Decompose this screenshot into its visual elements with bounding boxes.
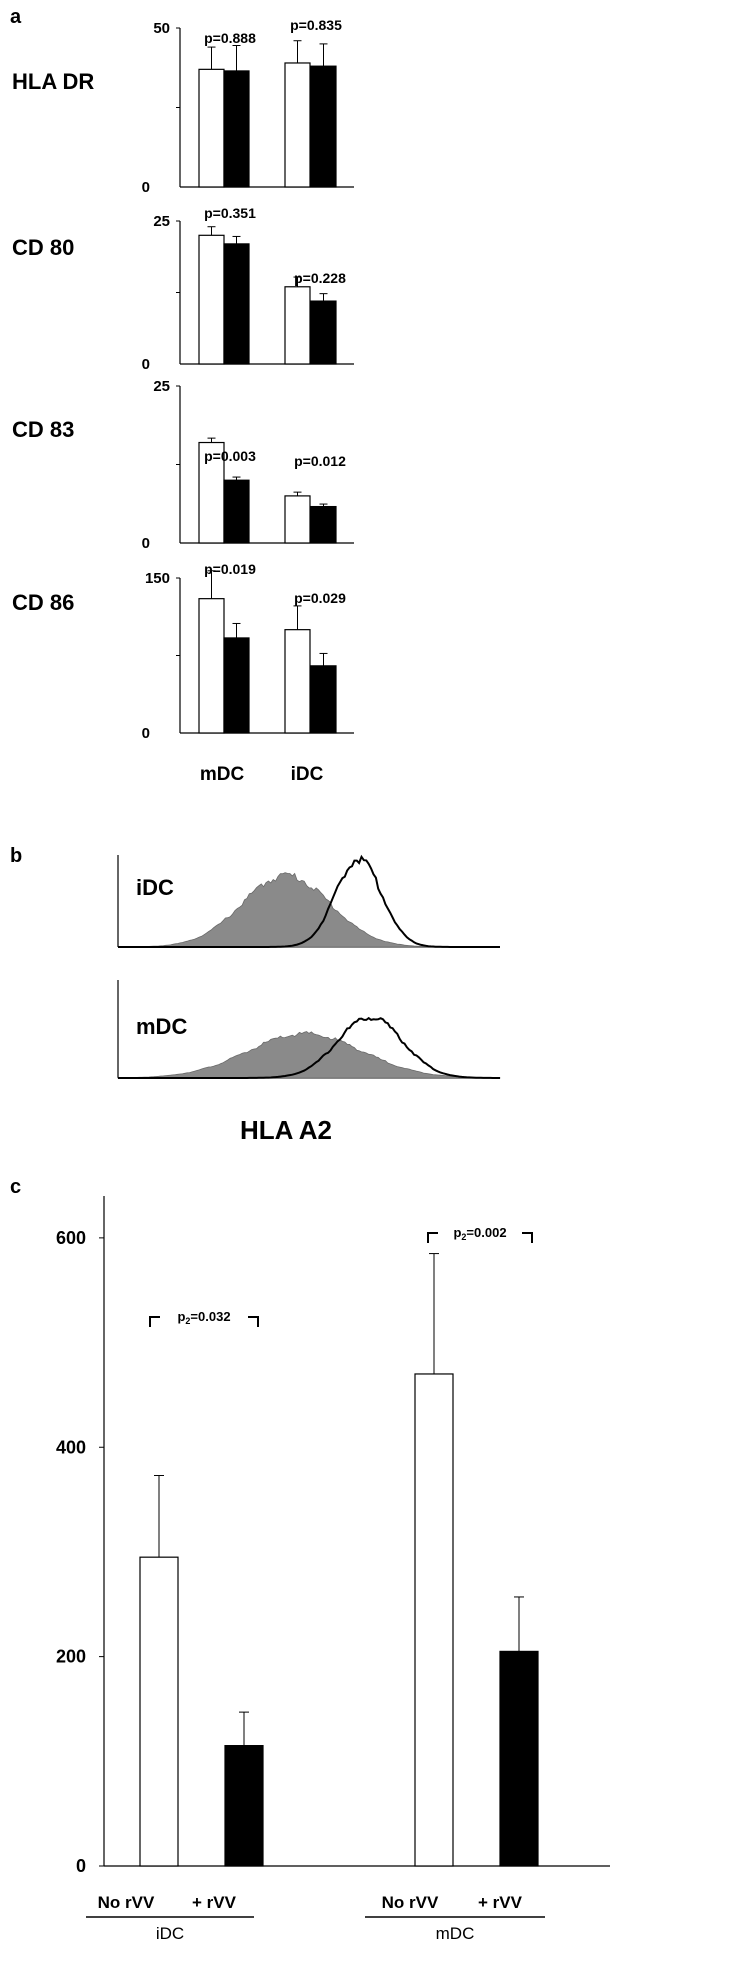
bar-+ rVV (499, 1650, 539, 1867)
x-category-label: No rVV (98, 1893, 155, 1912)
chart-row-1: CD 80 25 0 p=0.351 p=0.228 (12, 205, 354, 373)
bar-open-mDC (198, 68, 225, 188)
x-category-label: mDC (200, 764, 245, 785)
histogram-label: iDC (136, 875, 174, 900)
y-tick-label: 400 (56, 1437, 86, 1457)
group-label: iDC (156, 1924, 184, 1943)
x-category-label: + rVV (478, 1893, 523, 1912)
p-value-label: p=0.351 (204, 205, 256, 221)
bar-filled-iDC (310, 665, 337, 734)
histogram-mDC: mDC (117, 980, 501, 1079)
p-value-label: p=0.835 (290, 17, 342, 33)
x-category-label: + rVV (192, 1893, 237, 1912)
row-label: CD 80 (12, 235, 74, 260)
chart-row-0: HLA DR 50 0 p=0.888 p=0.835 (12, 17, 354, 196)
histogram-label: mDC (136, 1014, 187, 1039)
bar-filled-mDC (223, 637, 250, 734)
bar-filled-iDC (310, 300, 337, 365)
bar-open-iDC (284, 62, 311, 188)
p-value-label: p2=0.002 (453, 1225, 506, 1242)
p-value-label: p=0.888 (204, 30, 256, 46)
y-tick-label: 0 (76, 1856, 86, 1876)
bar-open-iDC (284, 495, 311, 544)
x-category-label: iDC (291, 764, 324, 785)
y-tick-label: 0 (142, 535, 150, 552)
group-label: mDC (436, 1924, 475, 1943)
p-value-label: p=0.012 (294, 453, 346, 469)
row-label: CD 86 (12, 590, 74, 615)
x-category-label: No rVV (382, 1893, 439, 1912)
bar-open-mDC (198, 598, 225, 734)
chart-c: 0 200 400 600 p2=0.032 p2=0.002 No rVV + rVV No … (56, 1196, 610, 1943)
bar-open-mDC (198, 234, 225, 365)
bar-filled-mDC (223, 243, 250, 365)
row-label: HLA DR (12, 69, 94, 94)
bracket-right (248, 1316, 259, 1327)
bar-open-iDC (284, 629, 311, 734)
panel-b-letter: b (10, 845, 22, 867)
line-distribution (118, 1016, 500, 1079)
y-tick-label: 0 (142, 356, 150, 373)
p-value-label: p=0.029 (294, 590, 346, 606)
bracket-left (149, 1316, 160, 1327)
y-tick-label: 0 (142, 179, 150, 196)
bar-open-mDC (198, 441, 225, 544)
bracket-left (427, 1232, 438, 1243)
bracket-right (522, 1232, 533, 1243)
y-tick-label: 600 (56, 1228, 86, 1248)
filled-distribution (117, 1031, 501, 1079)
bar-filled-iDC (310, 65, 337, 188)
panel-a-letter: a (10, 6, 22, 28)
bar-open-iDC (284, 286, 311, 365)
p-value-label: p=0.019 (204, 561, 256, 577)
y-tick-label: 0 (142, 725, 150, 742)
filled-distribution (117, 872, 500, 948)
chart-row-3: CD 86 150 0 p=0.019 p=0.029 (12, 561, 354, 742)
p-value-label: p2=0.032 (177, 1309, 230, 1326)
p-value-label: p=0.228 (294, 270, 346, 286)
bar-No rVV (414, 1373, 454, 1867)
bar-filled-mDC (223, 70, 250, 188)
histogram-iDC: iDC (117, 854, 500, 948)
y-tick-label: 200 (56, 1647, 86, 1667)
bar-filled-iDC (310, 505, 337, 544)
bar-filled-mDC (223, 479, 250, 544)
line-distribution (118, 854, 500, 948)
y-tick-label: 50 (153, 20, 170, 37)
y-tick-label: 25 (153, 378, 170, 395)
panel-c-letter: c (10, 1176, 21, 1198)
y-tick-label: 25 (153, 213, 170, 230)
chart-row-2: CD 83 25 0 p=0.003 p=0.012 (12, 378, 354, 552)
p-value-label: p=0.003 (204, 448, 256, 464)
y-tick-label: 150 (145, 570, 170, 587)
bar-No rVV (139, 1556, 179, 1867)
histogram-x-label: HLA A2 (240, 1115, 332, 1145)
row-label: CD 83 (12, 417, 74, 442)
bar-+ rVV (224, 1745, 264, 1867)
